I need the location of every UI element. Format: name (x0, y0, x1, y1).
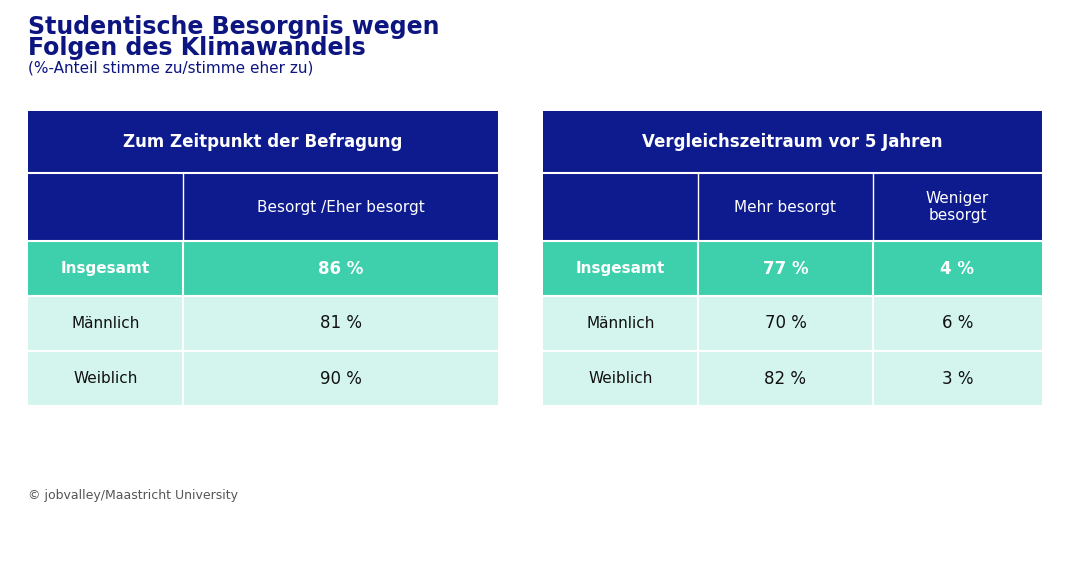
Text: 4 %: 4 % (941, 260, 974, 278)
Text: Weniger
besorgt: Weniger besorgt (926, 191, 989, 223)
Text: 3 %: 3 % (942, 370, 973, 388)
Bar (543, 111, 1042, 173)
Text: 77 %: 77 % (763, 260, 808, 278)
Text: Insgesamt: Insgesamt (576, 261, 665, 276)
Text: Weiblich: Weiblich (74, 371, 138, 386)
Text: © jobvalley/Maastricht University: © jobvalley/Maastricht University (28, 490, 238, 503)
Bar (28, 241, 498, 296)
Text: Insgesamt: Insgesamt (61, 261, 151, 276)
Bar (543, 241, 1042, 296)
Text: 86 %: 86 % (318, 260, 363, 278)
Text: Folgen des Klimawandels: Folgen des Klimawandels (28, 36, 365, 60)
Bar (543, 296, 1042, 351)
Text: 90 %: 90 % (319, 370, 361, 388)
Text: 6 %: 6 % (942, 315, 973, 333)
Bar (28, 296, 498, 351)
Text: 81 %: 81 % (319, 315, 361, 333)
Bar (28, 173, 498, 241)
Bar (28, 351, 498, 406)
Text: Vergleichszeitraum vor 5 Jahren: Vergleichszeitraum vor 5 Jahren (642, 133, 943, 151)
Text: Weiblich: Weiblich (588, 371, 653, 386)
Text: Besorgt /Eher besorgt: Besorgt /Eher besorgt (256, 200, 424, 214)
Text: Zum Zeitpunkt der Befragung: Zum Zeitpunkt der Befragung (123, 133, 403, 151)
Text: Männlich: Männlich (72, 316, 140, 331)
Bar (543, 173, 1042, 241)
Text: 82 %: 82 % (765, 370, 806, 388)
Bar (28, 111, 498, 173)
Text: Mehr besorgt: Mehr besorgt (735, 200, 836, 214)
Text: Studentische Besorgnis wegen: Studentische Besorgnis wegen (28, 15, 440, 39)
Text: 70 %: 70 % (765, 315, 806, 333)
Text: (%-Anteil stimme zu/stimme eher zu): (%-Anteil stimme zu/stimme eher zu) (28, 61, 313, 76)
Bar (543, 351, 1042, 406)
Text: Männlich: Männlich (586, 316, 655, 331)
